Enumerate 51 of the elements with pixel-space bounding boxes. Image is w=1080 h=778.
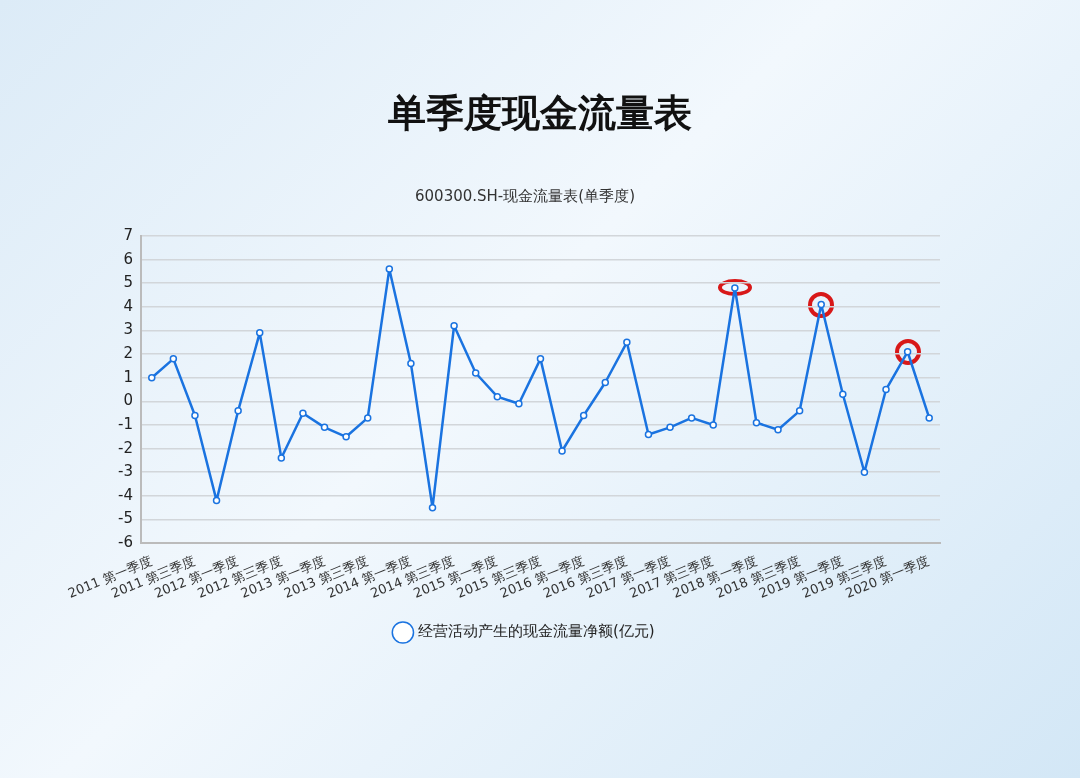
point [601,378,610,387]
point [774,425,782,434]
point [169,355,178,363]
point [234,407,242,415]
point [666,423,674,432]
y-tick-label: -4 [117,485,133,504]
point [450,322,458,330]
point [558,447,566,455]
y-tick-label: 0 [123,391,133,410]
point [407,359,415,368]
y-tick-label: 3 [123,320,133,339]
y-tick-label: 1 [123,367,133,386]
chart-subtitle: 600300.SH-现金流量表(单季度) [415,186,635,205]
y-tick-label: -1 [117,414,133,433]
point [255,329,264,337]
y-tick-label: -3 [117,462,133,481]
y-tick-label: 2 [123,344,133,363]
y-tick-label: -2 [117,438,133,457]
point [148,374,156,382]
point [363,414,372,422]
point [882,385,890,394]
point [385,265,394,273]
point [471,369,480,377]
legend-label: 经营活动产生的现金流量净额(亿元) [417,622,655,641]
point [493,392,502,401]
chart-title: 单季度现金流量表 [387,90,693,137]
y-tick-label: 5 [123,273,133,292]
y-tick-label: -5 [117,509,133,528]
point [709,421,717,429]
point [687,414,696,422]
point [623,338,631,347]
y-tick-label: 4 [123,296,133,315]
point [342,433,350,441]
point [925,414,933,422]
point [860,468,869,476]
point [536,355,545,363]
point [191,411,199,420]
y-tick-label: 7 [123,225,133,244]
point [644,430,653,439]
point [212,496,221,505]
point [795,407,804,415]
point [579,411,588,420]
point [277,454,286,462]
point [299,409,307,417]
point [839,390,847,399]
point [320,423,329,432]
y-tick-label: -6 [117,533,133,552]
y-tick-label: 6 [123,249,133,268]
point [428,503,437,512]
point [515,399,523,408]
point [752,418,761,427]
